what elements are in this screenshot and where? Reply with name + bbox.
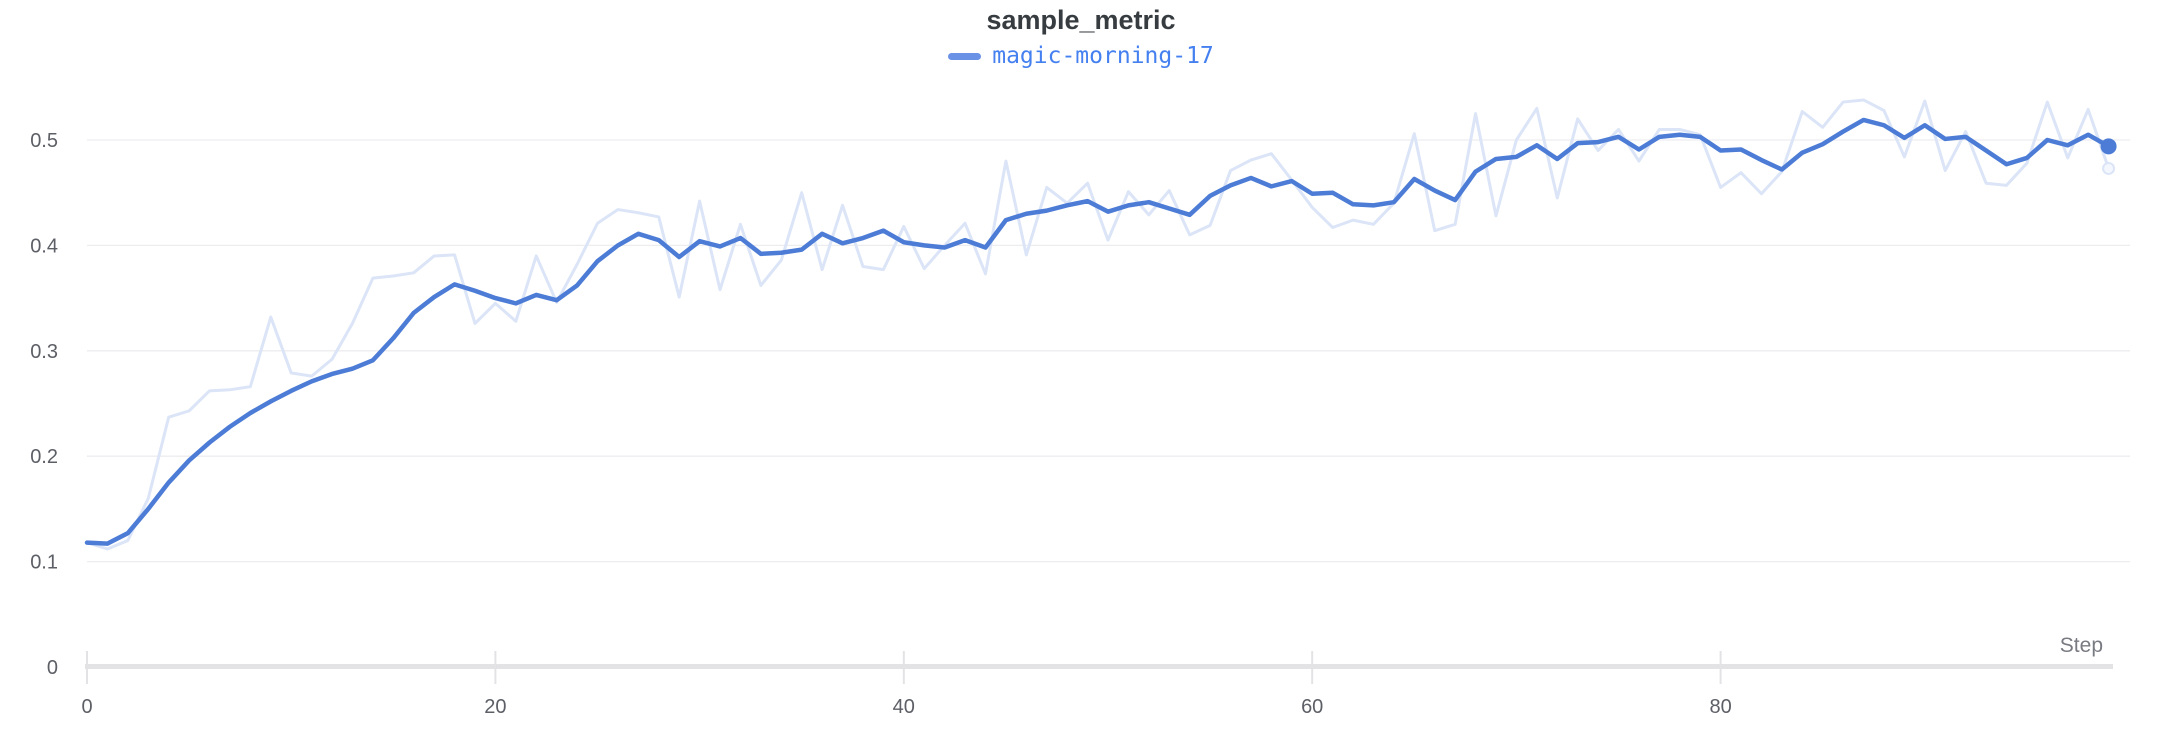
legend-line-swatch: [948, 52, 982, 60]
y-tick-label: 0.1: [30, 552, 58, 574]
smoothed-endpoint-dot[interactable]: [2100, 138, 2117, 155]
x-tick-label: 80: [1709, 696, 1731, 718]
y-tick-label: 0: [47, 657, 58, 679]
x-axis-label: Step: [2060, 634, 2103, 657]
raw-endpoint-dot: [2102, 161, 2116, 175]
smoothed-metric-line: [84, 117, 2111, 546]
y-tick-label: 0.5: [30, 130, 58, 152]
chart-header: sample_metric magic-morning-17: [0, 0, 2162, 69]
x-axis-line: [85, 664, 2113, 669]
x-tick-label: 20: [484, 696, 506, 718]
y-tick-label: 0.4: [30, 235, 58, 257]
raw-metric-line: [85, 98, 2111, 551]
chart-title: sample_metric: [986, 5, 1176, 35]
legend-item[interactable]: magic-morning-17: [0, 43, 2162, 69]
y-tick-label: 0.2: [30, 446, 58, 468]
x-tick-label: 0: [81, 696, 92, 718]
legend-run-name: magic-morning-17: [992, 43, 1214, 69]
x-tick-label: 60: [1301, 696, 1323, 718]
y-tick-label: 0.3: [30, 341, 58, 363]
x-tick-label: 40: [893, 696, 915, 718]
